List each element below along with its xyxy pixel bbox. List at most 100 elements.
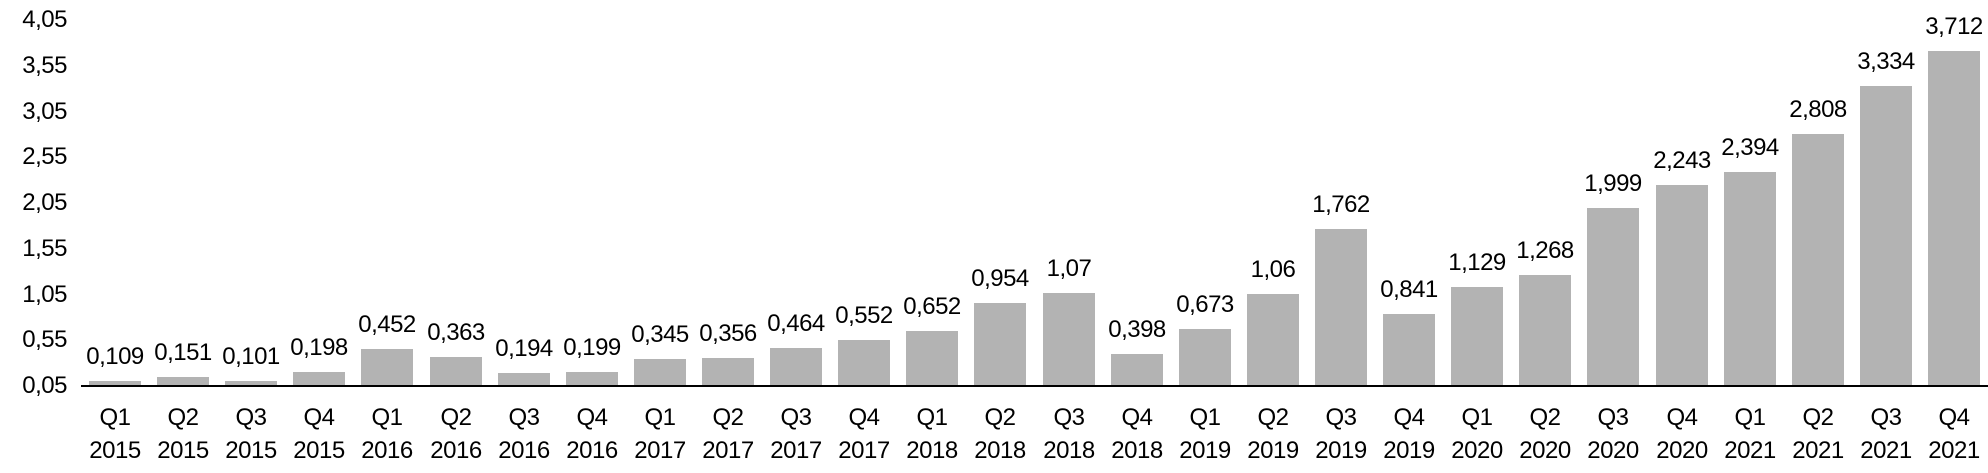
x-tick-quarter: Q1 bbox=[371, 404, 403, 431]
x-tick-year: 2015 bbox=[293, 437, 345, 464]
x-tick-year: 2018 bbox=[906, 437, 958, 464]
bar bbox=[1519, 275, 1571, 386]
bar-value-label: 0,199 bbox=[563, 334, 621, 361]
bar bbox=[1383, 314, 1435, 386]
bar bbox=[225, 381, 277, 386]
x-tick-year: 2019 bbox=[1247, 437, 1299, 464]
bar-value-label: 0,363 bbox=[427, 319, 485, 346]
x-tick-quarter: Q3 bbox=[1325, 404, 1357, 431]
x-tick-quarter: Q2 bbox=[984, 404, 1016, 431]
x-tick-quarter: Q1 bbox=[99, 404, 131, 431]
x-tick-quarter: Q4 bbox=[1666, 404, 1698, 431]
x-tick-year: 2017 bbox=[634, 437, 686, 464]
x-tick-year: 2021 bbox=[1860, 437, 1912, 464]
bar bbox=[1315, 229, 1367, 386]
x-tick-year: 2018 bbox=[1111, 437, 1163, 464]
bar-value-label: 0,345 bbox=[631, 321, 689, 348]
bar-value-label: 2,808 bbox=[1789, 96, 1847, 123]
y-tick-label: 0,05 bbox=[22, 372, 67, 399]
bar-value-label: 0,452 bbox=[358, 311, 416, 338]
bar-value-label: 0,101 bbox=[222, 343, 280, 370]
bar-value-label: 0,652 bbox=[903, 293, 961, 320]
x-tick-quarter: Q2 bbox=[1529, 404, 1561, 431]
bar bbox=[906, 331, 958, 386]
x-tick-year: 2016 bbox=[430, 437, 482, 464]
x-tick-year: 2015 bbox=[89, 437, 141, 464]
bar-value-label: 0,464 bbox=[767, 310, 825, 337]
x-tick-quarter: Q1 bbox=[644, 404, 676, 431]
bar-value-label: 0,954 bbox=[971, 265, 1029, 292]
bar-value-label: 3,334 bbox=[1857, 48, 1915, 75]
bar bbox=[89, 381, 141, 386]
bar bbox=[634, 359, 686, 386]
x-tick-year: 2019 bbox=[1315, 437, 1367, 464]
x-tick-year: 2016 bbox=[361, 437, 413, 464]
bar-value-label: 0,841 bbox=[1380, 276, 1438, 303]
bar bbox=[1247, 294, 1299, 386]
x-tick-year: 2020 bbox=[1519, 437, 1571, 464]
bar-value-label: 0,109 bbox=[86, 343, 144, 370]
bar-value-label: 1,06 bbox=[1250, 256, 1296, 283]
y-tick-label: 2,05 bbox=[22, 189, 67, 216]
bar-value-label: 0,356 bbox=[699, 320, 757, 347]
x-tick-year: 2017 bbox=[702, 437, 754, 464]
x-tick-year: 2019 bbox=[1383, 437, 1435, 464]
y-tick-label: 2,55 bbox=[22, 143, 67, 171]
x-tick-quarter: Q4 bbox=[848, 404, 880, 431]
y-tick-label: 3,55 bbox=[22, 51, 67, 79]
x-tick-year: 2016 bbox=[498, 437, 550, 464]
x-tick-quarter: Q1 bbox=[1734, 404, 1766, 431]
bar bbox=[974, 303, 1026, 386]
x-tick-quarter: Q3 bbox=[1597, 404, 1629, 431]
x-tick-quarter: Q1 bbox=[1461, 404, 1493, 431]
x-axis-line bbox=[81, 385, 1988, 387]
bar-value-label: 0,673 bbox=[1176, 291, 1234, 318]
y-tick-label: 3,05 bbox=[22, 97, 67, 125]
x-tick-year: 2017 bbox=[838, 437, 890, 464]
x-tick-year: 2018 bbox=[974, 437, 1026, 464]
x-tick-quarter: Q3 bbox=[1053, 404, 1085, 431]
bar-value-label: 0,151 bbox=[154, 339, 212, 366]
x-tick-quarter: Q2 bbox=[712, 404, 744, 431]
bar-value-label: 3,712 bbox=[1925, 13, 1983, 40]
x-tick-year: 2020 bbox=[1451, 437, 1503, 464]
x-tick-quarter: Q1 bbox=[916, 404, 948, 431]
x-tick-quarter: Q3 bbox=[1870, 404, 1902, 431]
y-tick-label: 1,05 bbox=[22, 280, 67, 308]
bar bbox=[293, 372, 345, 386]
bar-value-label: 1,268 bbox=[1516, 237, 1574, 264]
x-tick-quarter: Q2 bbox=[1257, 404, 1289, 431]
x-tick-year: 2021 bbox=[1928, 437, 1980, 464]
bar bbox=[157, 377, 209, 386]
bar bbox=[770, 348, 822, 386]
x-tick-quarter: Q2 bbox=[167, 404, 199, 431]
x-tick-quarter: Q4 bbox=[303, 404, 335, 431]
x-tick-year: 2020 bbox=[1587, 437, 1639, 464]
x-tick-quarter: Q2 bbox=[440, 404, 472, 431]
x-tick-year: 2019 bbox=[1179, 437, 1231, 464]
bar bbox=[1724, 172, 1776, 386]
x-tick-year: 2017 bbox=[770, 437, 822, 464]
bar-value-label: 0,198 bbox=[290, 334, 348, 361]
bar-value-label: 0,552 bbox=[835, 302, 893, 329]
x-tick-year: 2015 bbox=[225, 437, 277, 464]
x-tick-quarter: Q4 bbox=[1121, 404, 1153, 431]
x-tick-year: 2021 bbox=[1724, 437, 1776, 464]
bar bbox=[498, 373, 550, 386]
bar bbox=[1587, 208, 1639, 386]
x-tick-quarter: Q3 bbox=[508, 404, 540, 431]
bar bbox=[430, 357, 482, 386]
x-tick-quarter: Q3 bbox=[235, 404, 267, 431]
x-tick-quarter: Q4 bbox=[1393, 404, 1425, 431]
bar bbox=[361, 349, 413, 386]
bar-value-label: 0,398 bbox=[1108, 316, 1166, 343]
bar bbox=[1043, 293, 1095, 386]
x-tick-quarter: Q3 bbox=[780, 404, 812, 431]
bar-value-label: 1,129 bbox=[1448, 249, 1506, 276]
x-tick-quarter: Q4 bbox=[1938, 404, 1970, 431]
bar-value-label: 2,243 bbox=[1653, 147, 1711, 174]
x-tick-year: 2015 bbox=[157, 437, 209, 464]
bar bbox=[566, 372, 618, 386]
y-tick-label: 1,55 bbox=[22, 234, 67, 262]
